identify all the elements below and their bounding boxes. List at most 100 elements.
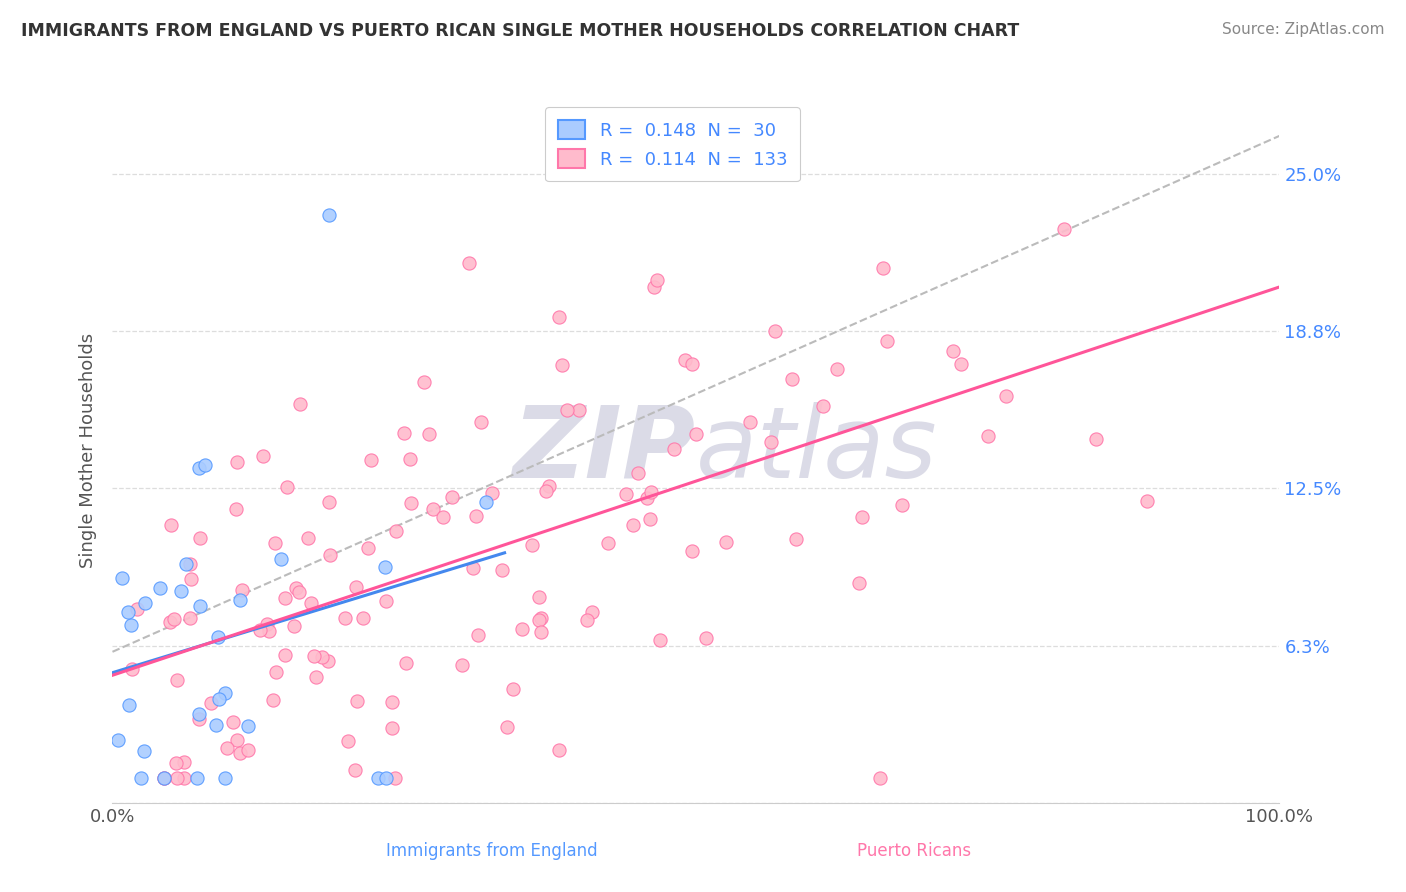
Point (274, 591, 297, 605)
Text: Source: ZipAtlas.com: Source: ZipAtlas.com (1222, 22, 1385, 37)
Point (179, 557, 201, 571)
Point (890, 499, 912, 513)
Point (481, 485, 503, 500)
Point (759, 435, 782, 450)
Point (422, 502, 444, 516)
Point (384, 524, 406, 538)
Point (302, 648, 325, 663)
Point (1136, 494, 1159, 508)
Point (491, 563, 513, 577)
Point (159, 615, 181, 630)
Point (188, 599, 211, 613)
Point (638, 512, 661, 526)
Point (529, 625, 551, 640)
Point (681, 357, 703, 371)
Point (548, 743, 571, 757)
Point (160, 518, 183, 533)
Point (529, 613, 551, 627)
Point (432, 509, 454, 524)
Point (695, 632, 717, 646)
Point (811, 399, 834, 413)
Point (557, 402, 579, 417)
Point (780, 372, 803, 386)
Point (785, 532, 807, 546)
Point (236, 719, 259, 733)
Point (827, 361, 849, 376)
Point (231, 583, 253, 598)
Point (949, 357, 972, 371)
Point (547, 310, 569, 324)
Point (876, 334, 898, 348)
Point (1052, 222, 1074, 236)
Point (461, 561, 484, 575)
Point (318, 208, 340, 222)
Point (166, 771, 188, 785)
Point (530, 611, 553, 625)
Point (132, 744, 155, 758)
Point (716, 535, 738, 549)
Point (451, 657, 474, 672)
Point (977, 428, 1000, 442)
Point (534, 483, 557, 498)
Point (188, 460, 211, 475)
Point (374, 560, 396, 574)
Point (648, 632, 671, 647)
Point (738, 415, 761, 429)
Point (441, 491, 464, 505)
Point (645, 272, 668, 286)
Point (418, 427, 440, 442)
Point (392, 425, 415, 440)
Point (204, 718, 226, 732)
Point (643, 280, 665, 294)
Point (381, 722, 404, 736)
Point (121, 662, 143, 676)
Point (346, 694, 368, 708)
Point (262, 693, 284, 707)
Point (529, 590, 551, 604)
Point (742, 141, 765, 155)
Point (173, 755, 195, 769)
Point (664, 442, 686, 456)
Point (399, 496, 422, 510)
Point (207, 630, 229, 644)
Point (299, 596, 322, 610)
Point (283, 618, 305, 632)
Point (249, 623, 271, 637)
Text: Puerto Ricans: Puerto Ricans (856, 842, 972, 860)
Point (263, 535, 285, 549)
Point (413, 375, 436, 389)
Point (640, 484, 662, 499)
Point (187, 712, 209, 726)
Point (682, 543, 704, 558)
Point (236, 743, 259, 757)
Point (311, 650, 333, 665)
Point (636, 491, 658, 506)
Point (297, 531, 319, 545)
Point (170, 583, 193, 598)
Point (288, 397, 311, 411)
Point (357, 541, 380, 555)
Text: ZIP: ZIP (513, 402, 696, 499)
Point (381, 695, 404, 709)
Point (596, 535, 619, 549)
Point (173, 771, 195, 785)
Point (568, 403, 591, 417)
Point (226, 732, 249, 747)
Point (319, 548, 342, 562)
Text: atlas: atlas (696, 402, 938, 499)
Legend: R =  0.148  N =  30, R =  0.114  N =  133: R = 0.148 N = 30, R = 0.114 N = 133 (546, 107, 800, 181)
Point (551, 358, 574, 372)
Point (467, 628, 489, 642)
Point (276, 480, 298, 494)
Point (188, 531, 211, 545)
Point (125, 601, 148, 615)
Point (225, 455, 247, 469)
Point (217, 740, 239, 755)
Point (384, 771, 406, 785)
Point (360, 453, 382, 467)
Point (458, 256, 481, 270)
Point (614, 487, 637, 501)
Point (179, 611, 201, 625)
Point (229, 593, 252, 607)
Point (304, 670, 326, 684)
